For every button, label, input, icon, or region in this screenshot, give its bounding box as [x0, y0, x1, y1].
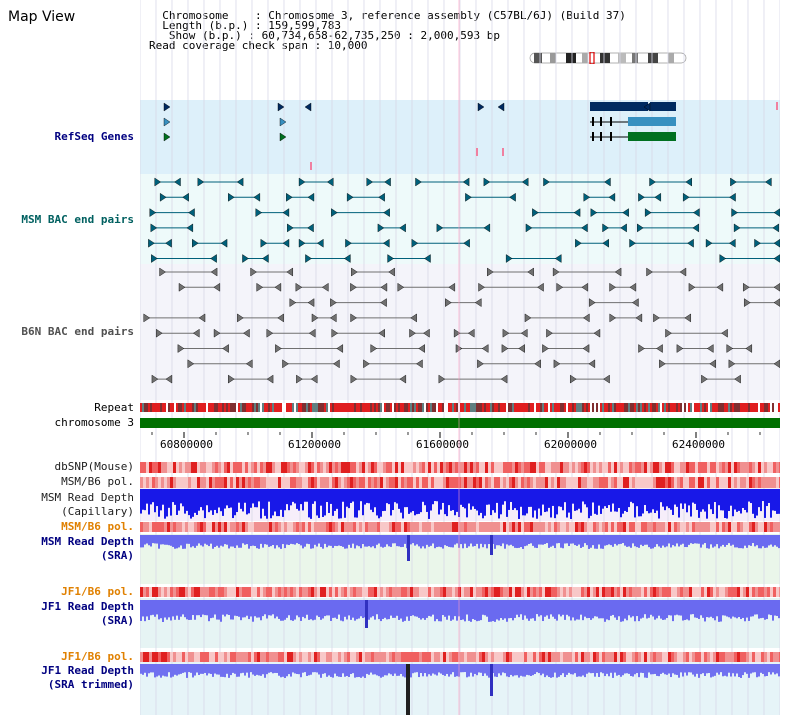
label-repeat: Repeat — [94, 401, 134, 414]
label-jf1-depth-trimmed: JF1 Read Depth (SRA trimmed) — [41, 664, 134, 691]
label-b6n-bac: B6N BAC end pairs — [21, 325, 134, 338]
axis-tick-label: 60800000 — [160, 438, 213, 451]
read-depth-tracks — [140, 489, 780, 715]
genome-map-plot[interactable]: 60800000 61200000 61600000 62000000 62400000 — [140, 0, 780, 715]
axis-tick-label: 61600000 — [416, 438, 469, 451]
current-region-marker — [589, 52, 595, 64]
b6n-bac-track — [143, 267, 780, 384]
gene-block — [650, 102, 676, 111]
label-jf1-depth-sra: JF1 Read Depth (SRA) — [41, 600, 134, 627]
polymorphism-tracks — [140, 462, 780, 662]
gene-block — [590, 102, 648, 111]
axis-tick-label: 61200000 — [288, 438, 341, 451]
axis-tick-label: 62000000 — [544, 438, 597, 451]
depth-spike — [406, 664, 410, 715]
refseq-genes-track — [163, 102, 778, 170]
chromosome-ideogram[interactable] — [528, 52, 690, 64]
label-msm-depth-sra: MSM Read Depth (SRA) — [41, 535, 134, 562]
axis-tick-label: 62400000 — [672, 438, 725, 451]
msm-bac-track — [148, 177, 780, 263]
label-msm-depth-capillary: MSM Read Depth (Capillary) — [41, 491, 134, 518]
repeat-track — [140, 403, 780, 412]
length-info: Length (b.p.) : 159,599,783 — [149, 19, 342, 32]
label-jf1-b6-pol-1: JF1/B6 pol. — [61, 585, 134, 598]
label-chromosome: chromosome 3 — [54, 416, 134, 429]
label-msm-b6-pol-2: MSM/B6 pol. — [61, 520, 134, 533]
chromosome-bar — [140, 418, 780, 428]
label-jf1-b6-pol-2: JF1/B6 pol. — [61, 650, 134, 663]
view-title: Map View — [8, 9, 76, 25]
label-refseq-genes: RefSeq Genes — [54, 130, 134, 143]
label-msm-b6-pol-1: MSM/B6 pol. — [61, 475, 134, 488]
label-dbsnp: dbSNP(Mouse) — [54, 460, 134, 473]
position-axis: 60800000 61200000 61600000 62000000 62400000 — [151, 432, 761, 451]
label-msm-bac: MSM BAC end pairs — [21, 213, 134, 226]
